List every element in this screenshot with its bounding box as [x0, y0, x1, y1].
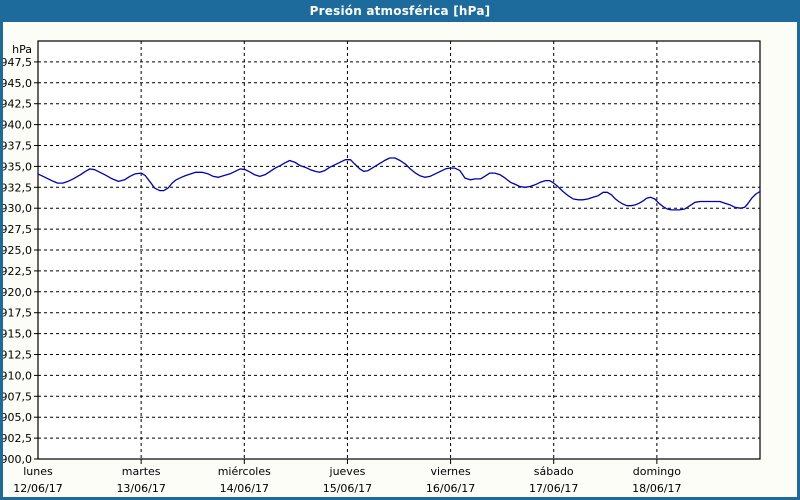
chart-title-bar: Presión atmosférica [hPa]	[0, 0, 800, 22]
chart-title: Presión atmosférica [hPa]	[309, 4, 491, 18]
y-axis-label: 925,0	[3, 244, 32, 257]
y-axis-label: 945,0	[3, 77, 32, 90]
pressure-series-line	[37, 157, 761, 211]
x-axis-date-label: 16/06/17	[426, 482, 475, 495]
y-axis-label: 907,5	[3, 390, 32, 403]
y-axis-label: 912,5	[3, 349, 32, 362]
x-axis-date-label: 15/06/17	[323, 482, 372, 495]
y-axis-label: 910,0	[3, 369, 32, 382]
y-axis-unit-label: hPa	[12, 43, 32, 56]
y-axis-label: 940,0	[3, 119, 32, 132]
y-axis-label: 920,0	[3, 286, 32, 299]
x-axis-weekday-label: lunes	[23, 465, 53, 478]
chart-area: 947,5 945,0 942,5 940,0 937,5 935,0 932,5 930,0…	[3, 22, 797, 497]
x-axis-weekday-label: jueves	[329, 465, 366, 478]
y-axis-label: 915,0	[3, 328, 32, 341]
plot-border	[37, 40, 761, 460]
y-axis-label: 937,5	[3, 140, 32, 153]
x-axis-date-label: 12/06/17	[13, 482, 62, 495]
x-axis-date-label: 14/06/17	[220, 482, 269, 495]
y-axis-label: 932,5	[3, 181, 32, 194]
y-axis-label: 927,5	[3, 223, 32, 236]
x-axis-weekday-label: sábado	[534, 465, 574, 478]
y-axis-label: 935,0	[3, 160, 32, 173]
x-axis-weekday-label: viernes	[431, 465, 471, 478]
y-axis-label: 917,5	[3, 307, 32, 320]
y-axis-label: 947,5	[3, 56, 32, 69]
y-axis-label: 922,5	[3, 265, 32, 278]
y-axis-label: 902,5	[3, 432, 32, 445]
x-axis-date-label: 18/06/17	[632, 482, 681, 495]
y-axis-label: 900,0	[3, 453, 32, 466]
y-axis-label: 905,0	[3, 411, 32, 424]
y-axis-label: 930,0	[3, 202, 32, 215]
x-axis-weekday-label: domingo	[633, 465, 681, 478]
x-axis-weekday-label: martes	[122, 465, 161, 478]
chart-canvas: 947,5 945,0 942,5 940,0 937,5 935,0 932,5 930,0…	[3, 40, 761, 495]
x-axis-date-label: 17/06/17	[529, 482, 578, 495]
x-axis-date-label: 13/06/17	[116, 482, 165, 495]
x-axis-weekday-label: miércoles	[218, 465, 271, 478]
y-axis-label: 942,5	[3, 98, 32, 111]
